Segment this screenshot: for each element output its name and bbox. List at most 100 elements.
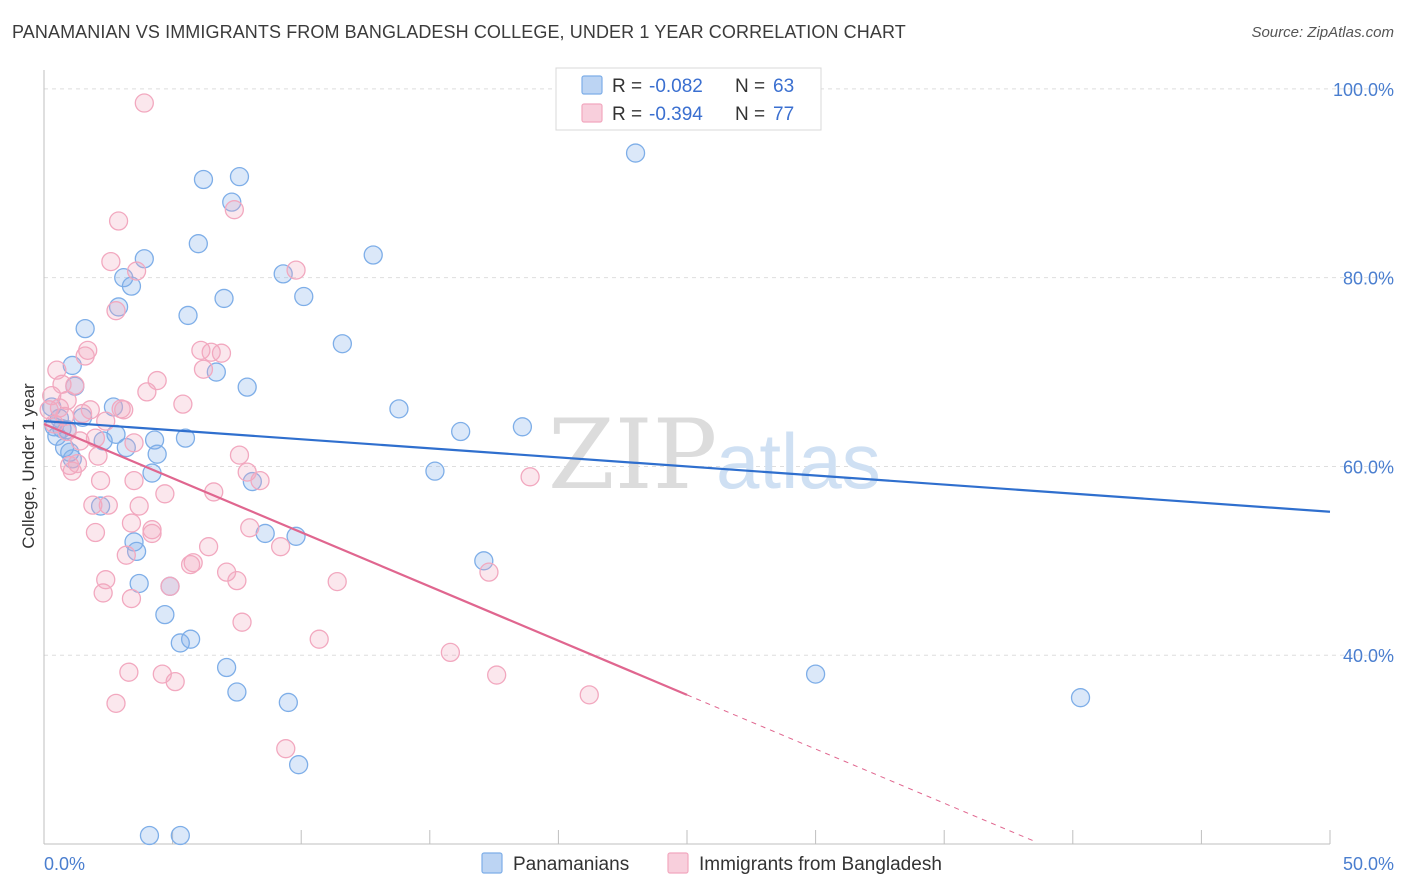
bangladesh-point-26: [106, 301, 126, 321]
trend-line-panamanians: [43, 420, 1331, 513]
panamanian-point-48: [288, 755, 309, 775]
legend-swatch-blue: [581, 75, 603, 95]
panamanian-point-55: [474, 551, 494, 571]
bangladesh-point-63: [250, 470, 270, 491]
panamanian-point-52: [389, 399, 409, 419]
panamanian-point-62: [139, 825, 160, 846]
bottom-legend-swatch-blue: [481, 852, 503, 874]
legend-n-label-2: N =: [735, 104, 765, 125]
legend-n-value-1: 63: [773, 76, 794, 97]
panamanian-point-33: [180, 629, 201, 649]
bangladesh-point-74: [96, 411, 116, 431]
bangladesh-point-46: [165, 671, 185, 692]
bangladesh-point-62: [240, 518, 260, 538]
panamanian-point-27: [147, 444, 167, 464]
bangladesh-point-68: [327, 571, 347, 592]
bangladesh-point-53: [201, 342, 221, 362]
watermark-zip: ZIP: [548, 399, 717, 511]
bangladesh-point-25: [101, 251, 121, 272]
bottom-legend-label-panamanians: Panamanians: [513, 854, 629, 875]
panamanian-point-31: [175, 428, 196, 448]
panamanian-point-54: [451, 421, 471, 442]
legend-r-value-2: -0.394: [649, 104, 703, 125]
bangladesh-point-16: [80, 400, 100, 420]
bangladesh-point-58: [227, 571, 247, 591]
panamanian-point-10: [62, 355, 82, 376]
panamanian-point-20: [121, 276, 142, 296]
bottom-legend-label-bangladesh: Immigrants from Bangladesh: [699, 854, 942, 875]
bangladesh-point-15: [78, 340, 98, 360]
bangladesh-point-11: [67, 453, 88, 474]
bangladesh-point-44: [155, 484, 175, 504]
legend-swatch-pink: [581, 103, 603, 123]
panamanian-point-13: [90, 496, 111, 516]
legend-n-label-1: N =: [735, 76, 765, 97]
chart-title: PANAMANIAN VS IMMIGRANTS FROM BANGLADESH…: [12, 22, 906, 42]
panamanian-point-60: [1070, 688, 1091, 708]
y-tick-label-0: 40.0%: [1343, 646, 1394, 666]
bangladesh-point-28: [108, 211, 129, 231]
bangladesh-point-35: [124, 470, 144, 491]
panamanian-point-59: [805, 664, 826, 684]
y-tick-label-1: 60.0%: [1343, 457, 1394, 477]
bangladesh-point-36: [126, 261, 147, 281]
bottom-legend-swatch-pink: [667, 852, 689, 874]
x-tick-labels: 0.0% 50.0%: [44, 854, 1394, 874]
bottom-legend: Panamanians Immigrants from Bangladesh: [481, 852, 942, 875]
y-axis-label: College, Under 1 year: [19, 383, 38, 549]
panamanian-point-56: [512, 417, 533, 437]
panamanian-point-39: [222, 192, 242, 212]
x-tick-label-0: 0.0%: [44, 854, 85, 874]
bangladesh-point-49: [183, 553, 203, 573]
panamanian-point-53: [425, 461, 445, 481]
bangladesh-point-37: [129, 496, 149, 516]
panamanian-point-22: [126, 541, 147, 562]
panamanian-point-23: [129, 573, 149, 594]
bangladesh-point-45: [160, 576, 180, 596]
bangladesh-point-17: [83, 495, 103, 515]
legend-box: R = -0.082 N = 63 R = -0.394 N = 77: [555, 67, 822, 131]
bangladesh-point-64: [270, 537, 291, 557]
y-tick-labels: 40.0% 60.0% 80.0% 100.0%: [1333, 80, 1394, 666]
panamanian-point-61: [170, 825, 190, 846]
axes: [43, 70, 1331, 845]
legend-r-label-1: R =: [612, 76, 642, 97]
bangladesh-point-55: [211, 343, 232, 363]
watermark: ZIP atlas: [548, 399, 881, 511]
trend-line-bangladesh-extension: [686, 694, 1035, 842]
bangladesh-point-73: [579, 685, 599, 705]
bangladesh-point-75: [57, 390, 77, 411]
panamanian-point-49: [294, 286, 314, 307]
bangladesh-point-21: [90, 470, 111, 491]
panamanian-point-35: [193, 169, 214, 190]
panamanian-point-32: [178, 305, 198, 326]
bangladesh-point-65: [276, 739, 296, 759]
trend-line-bangladesh: [43, 422, 688, 696]
series-panamanians: [42, 79, 1091, 846]
panamanian-point-28: [155, 604, 175, 625]
bangladesh-point-27: [106, 693, 126, 714]
bangladesh-point-76: [124, 433, 144, 453]
bangladesh-point-47: [173, 394, 193, 414]
panamanian-point-57: [625, 143, 646, 163]
bangladesh-point-34: [121, 513, 142, 533]
bangladesh-point-33: [121, 588, 142, 609]
bangladesh-point-72: [520, 467, 540, 487]
bangladesh-point-32: [119, 662, 139, 682]
bangladesh-point-42: [147, 370, 167, 391]
bangladesh-point-57: [224, 200, 244, 220]
bangladesh-point-10: [65, 375, 85, 395]
panamanian-point-43: [242, 471, 262, 492]
panamanian-point-26: [144, 430, 165, 450]
panamanian-point-30: [170, 633, 190, 653]
y-tick-label-3: 100.0%: [1333, 80, 1394, 100]
legend-r-label-2: R =: [612, 104, 642, 125]
watermark-atlas: atlas: [716, 417, 881, 505]
bangladesh-point-31: [116, 545, 136, 565]
bangladesh-point-23: [96, 570, 116, 590]
bangladesh-point-51: [193, 359, 214, 379]
bangladesh-point-24: [98, 495, 118, 515]
source-label: Source: ZipAtlas.com: [1251, 24, 1394, 41]
panamanian-point-50: [332, 334, 353, 354]
